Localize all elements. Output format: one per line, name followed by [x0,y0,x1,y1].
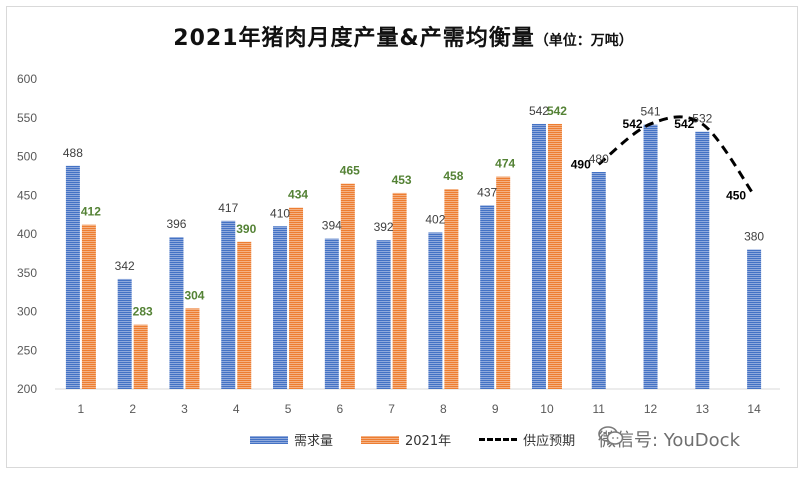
bar-demand [695,131,710,389]
data-label-demand: 396 [166,217,186,231]
y-tick-label: 550 [17,111,37,125]
forecast-line [597,115,756,197]
bar-demand [65,165,80,389]
data-label-demand: 437 [477,185,497,199]
data-label-production: 465 [340,164,360,178]
data-label-demand: 394 [322,219,342,233]
legend-label-forecast: 供应预期 [523,434,576,449]
bar-production [81,224,96,389]
bar-production [392,192,407,389]
bar-demand [591,172,606,389]
x-tick-label: 14 [747,402,761,416]
bar-demand [376,240,391,389]
data-label-production: 453 [392,173,412,187]
bar-production [496,176,511,389]
title-unit: （单位：万吨） [534,33,633,49]
wechat-icon [598,426,624,445]
bar-production [340,183,355,389]
data-label-forecast: 490 [571,157,591,171]
bar-demand [747,249,762,389]
data-label-production: 458 [443,169,463,183]
legend-item-demand: 需求量 [250,430,333,449]
data-label-demand: 342 [115,259,135,273]
data-label-demand: 541 [641,105,661,119]
x-tick-label: 4 [233,402,240,416]
chart-title: 2021年猪肉月度产量&产需均衡量（单位：万吨） [0,20,806,52]
bar-layer [65,123,762,389]
data-label-demand: 417 [218,201,238,215]
data-label-demand: 402 [425,212,445,226]
bar-production [289,207,304,389]
x-tick-label: 11 [593,402,606,416]
x-tick-label: 8 [440,402,447,416]
x-tick-label: 1 [78,402,85,416]
bar-production [237,241,252,389]
data-label-demand: 380 [744,230,764,244]
legend-swatch-demand [250,435,288,444]
bar-demand [273,226,288,389]
bar-production [444,189,459,389]
data-label-demand: 392 [374,220,394,234]
data-label-forecast: 542 [674,117,694,131]
bar-demand [531,123,546,389]
data-label-demand: 410 [270,206,290,220]
y-tick-label: 300 [17,305,37,319]
x-tick-label: 13 [696,402,710,416]
data-label-demand: 532 [692,112,712,126]
legend-label-production: 2021年 [405,434,452,449]
y-tick-label: 450 [17,188,37,202]
y-tick-label: 500 [17,150,37,164]
legend-swatch-forecast [479,438,518,441]
watermark-text: 微信号: YouDock [598,430,741,451]
data-label-production: 304 [184,288,204,302]
x-tick-label: 3 [181,402,188,416]
legend-item-production: 2021年 [361,430,451,449]
bar-production [185,308,200,389]
bar-demand [117,278,132,389]
data-label-layer: 488 342 396 417 410 394 392 402 437 542 480 541 532 3… [63,104,765,319]
legend: 需求量 2021年 供应预期 [250,430,575,449]
x-tick-label: 9 [492,402,499,416]
data-label-demand: 480 [589,152,609,166]
data-label-forecast: 450 [726,188,746,202]
data-label-demand: 542 [529,104,549,118]
bar-demand [221,220,236,389]
bar-demand [324,238,339,389]
title-main: 2021年猪肉月度产量&产需均衡量 [173,26,535,51]
x-tick-label: 2 [129,402,136,416]
data-label-forecast: 542 [623,117,643,131]
data-label-production: 390 [236,222,256,236]
data-label-demand: 488 [63,146,83,160]
legend-item-forecast: 供应预期 [479,430,575,449]
data-label-production: 434 [288,188,308,202]
data-label-production: 542 [547,104,567,118]
bar-demand [480,205,495,389]
x-tick-label: 12 [644,402,658,416]
y-tick-label: 400 [17,227,37,241]
x-tick-label: 5 [285,402,292,416]
x-tick-label: 10 [540,402,554,416]
y-tick-label: 250 [17,343,37,357]
bar-production [133,324,148,389]
bar-production [547,123,562,389]
watermark: 微信号: YouDock [598,426,740,452]
legend-swatch-production [361,435,400,444]
bar-demand [643,124,658,389]
x-tick-label: 6 [336,402,343,416]
bar-demand [428,232,443,389]
data-label-production: 412 [81,205,101,219]
bar-demand [169,237,184,389]
y-tick-label: 200 [17,382,37,396]
y-tick-label: 600 [17,72,37,86]
y-tick-label: 350 [17,266,37,280]
x-tick-label: 7 [388,402,395,416]
data-label-production: 283 [133,305,153,319]
legend-label-demand: 需求量 [294,434,334,449]
data-label-production: 474 [495,157,515,171]
forecast-line-layer [597,115,756,197]
